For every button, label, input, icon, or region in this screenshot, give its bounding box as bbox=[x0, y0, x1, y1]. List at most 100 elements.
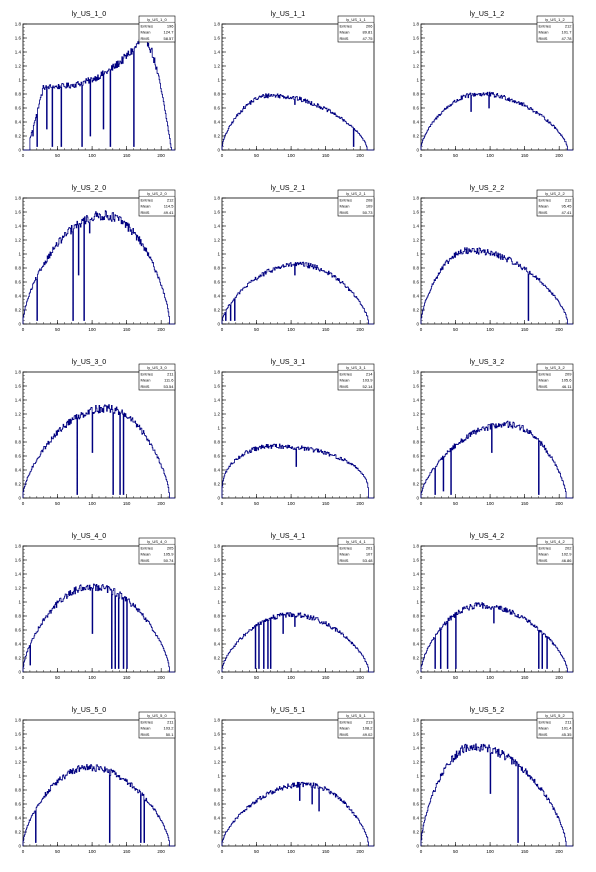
stats-value: 58.57 bbox=[163, 36, 174, 41]
x-tick-label: 0 bbox=[221, 849, 224, 854]
y-tick-label: 1.2 bbox=[15, 64, 22, 69]
plot-frame bbox=[221, 197, 375, 325]
y-tick-label: 1.8 bbox=[413, 544, 420, 549]
y-tick-label: 1.8 bbox=[214, 370, 221, 375]
stats-label: RMS bbox=[539, 558, 548, 563]
histogram-panel: ly_US_1_2 0 50 100 150 200 0 0.2 0.4 0.6 0.8 1 1.2 1.… bbox=[413, 11, 574, 158]
y-tick-label: 1.8 bbox=[15, 718, 22, 723]
x-tick-label: 200 bbox=[356, 153, 364, 158]
y-tick-label: 0 bbox=[18, 322, 21, 327]
histogram-line bbox=[23, 32, 175, 151]
y-tick-label: 1.8 bbox=[214, 22, 221, 27]
y-tick-label: 0.2 bbox=[214, 482, 221, 487]
y-tick-label: 1.6 bbox=[15, 384, 22, 389]
plot-title: ly_US_3_1 bbox=[271, 359, 305, 366]
stats-box-frame bbox=[536, 189, 574, 217]
y-tick-label: 0.6 bbox=[413, 106, 420, 111]
stats-label: RMS bbox=[340, 732, 349, 737]
y-tick-label: 0.2 bbox=[15, 830, 22, 835]
plot-title: ly_US_2_2 bbox=[470, 185, 504, 192]
stats-label: RMS bbox=[539, 36, 548, 41]
stats-box: ly_US_4_0 Entries 205 Mean 105.9 RMS 50.74 bbox=[138, 537, 176, 565]
stats-label: RMS bbox=[539, 384, 548, 389]
histogram-panel: ly_US_3_0 0 50 100 150 200 0 0.2 0.4 0.6 0.8 1 1.2 1.… bbox=[15, 359, 176, 506]
stats-label: Mean bbox=[141, 204, 151, 209]
x-tick-label: 100 bbox=[486, 849, 494, 854]
y-tick-label: 1 bbox=[217, 426, 220, 431]
histogram-panel: ly_US_3_2 0 50 100 150 200 0 0.2 0.4 0.6 0.8 1 1.2 1.… bbox=[413, 359, 574, 506]
y-tick-label: 1.8 bbox=[15, 544, 22, 549]
y-tick-label: 0.6 bbox=[15, 106, 22, 111]
y-tick-label: 1.6 bbox=[15, 36, 22, 41]
stats-value: 206 bbox=[366, 24, 373, 29]
y-tick-label: 1 bbox=[416, 78, 419, 83]
y-tick-label: 0.2 bbox=[15, 134, 22, 139]
x-tick-label: 200 bbox=[356, 849, 364, 854]
y-tick-label: 0.8 bbox=[413, 440, 420, 445]
stats-box-frame bbox=[536, 711, 574, 739]
y-tick-label: 0.8 bbox=[214, 92, 221, 97]
stats-value: 107 bbox=[366, 552, 373, 557]
y-tick-label: 0.2 bbox=[214, 308, 221, 313]
x-tick-label: 0 bbox=[22, 327, 25, 332]
plot-title: ly_US_3_2 bbox=[470, 359, 504, 366]
histogram-panel: ly_US_2_2 0 50 100 150 200 0 0.2 0.4 0.6 0.8 1 1.2 1.… bbox=[413, 185, 574, 332]
plot-frame bbox=[420, 23, 574, 151]
y-tick-label: 1.8 bbox=[15, 370, 22, 375]
y-tick-label: 0.4 bbox=[413, 642, 420, 647]
stats-box: ly_US_1_2 Entries 212 Mean 101.7 RMS 47.78 bbox=[536, 15, 574, 43]
y-tick-label: 0.4 bbox=[214, 468, 221, 473]
y-tick-label: 1.4 bbox=[413, 398, 420, 403]
stats-name: ly_US_2_0 bbox=[147, 191, 167, 196]
x-tick-label: 150 bbox=[521, 849, 529, 854]
stats-label: Entries bbox=[340, 372, 352, 377]
stats-box: ly_US_5_1 Entries 213 Mean 108.2 RMS 49.02 bbox=[337, 711, 375, 739]
plot-frame bbox=[22, 197, 176, 325]
y-tick-label: 0 bbox=[18, 844, 21, 849]
y-tick-label: 1.8 bbox=[413, 22, 420, 27]
histogram-line bbox=[420, 602, 573, 673]
stats-value: 196 bbox=[167, 24, 174, 29]
x-tick-label: 100 bbox=[486, 501, 494, 506]
x-tick-label: 200 bbox=[356, 501, 364, 506]
y-tick-label: 0.8 bbox=[413, 614, 420, 619]
x-tick-label: 50 bbox=[453, 501, 459, 506]
histogram-panel: ly_US_1_0 0 50 100 150 200 0 0.2 0.4 0.6 0.8 1 1.2 1.… bbox=[15, 11, 176, 158]
stats-value: 213 bbox=[366, 720, 373, 725]
x-tick-label: 150 bbox=[521, 327, 529, 332]
y-tick-label: 1.6 bbox=[15, 210, 22, 215]
stats-box: ly_US_2_1 Entries 208 Mean 109 RMS 50.73 bbox=[337, 189, 375, 217]
x-tick-label: 50 bbox=[254, 153, 260, 158]
y-tick-label: 0.4 bbox=[413, 120, 420, 125]
stats-label: Mean bbox=[539, 552, 549, 557]
x-tick-label: 100 bbox=[287, 327, 295, 332]
y-tick-label: 1.2 bbox=[413, 64, 420, 69]
stats-value: 209 bbox=[565, 372, 572, 377]
plot-title: ly_US_5_1 bbox=[271, 707, 305, 714]
x-tick-label: 0 bbox=[22, 675, 25, 680]
x-tick-label: 50 bbox=[453, 849, 459, 854]
y-tick-label: 1 bbox=[416, 600, 419, 605]
x-tick-label: 100 bbox=[287, 849, 295, 854]
y-tick-label: 1 bbox=[18, 600, 21, 605]
y-tick-label: 1.4 bbox=[214, 50, 221, 55]
y-tick-label: 1.4 bbox=[214, 572, 221, 577]
x-tick-label: 150 bbox=[123, 327, 131, 332]
histogram-panel: ly_US_5_2 0 50 100 150 200 0 0.2 0.4 0.6 0.8 1 1.2 1.… bbox=[413, 707, 574, 854]
plot-frame bbox=[22, 719, 176, 847]
x-tick-label: 0 bbox=[221, 501, 224, 506]
stats-value: 47.78 bbox=[561, 36, 572, 41]
stats-box: ly_US_5_2 Entries 211 Mean 101.4 RMS 45.35 bbox=[536, 711, 574, 739]
stats-value: 89.81 bbox=[362, 30, 373, 35]
stats-label: Entries bbox=[340, 546, 352, 551]
y-tick-label: 1.4 bbox=[15, 224, 22, 229]
stats-value: 208 bbox=[366, 198, 373, 203]
stats-value: 50.73 bbox=[362, 210, 373, 215]
x-tick-label: 100 bbox=[88, 153, 96, 158]
x-tick-label: 0 bbox=[420, 327, 423, 332]
stats-label: Mean bbox=[141, 30, 151, 35]
y-tick-label: 0.4 bbox=[15, 294, 22, 299]
stats-value: 101.4 bbox=[561, 726, 572, 731]
stats-label: Mean bbox=[141, 726, 151, 731]
y-tick-label: 1.4 bbox=[413, 224, 420, 229]
